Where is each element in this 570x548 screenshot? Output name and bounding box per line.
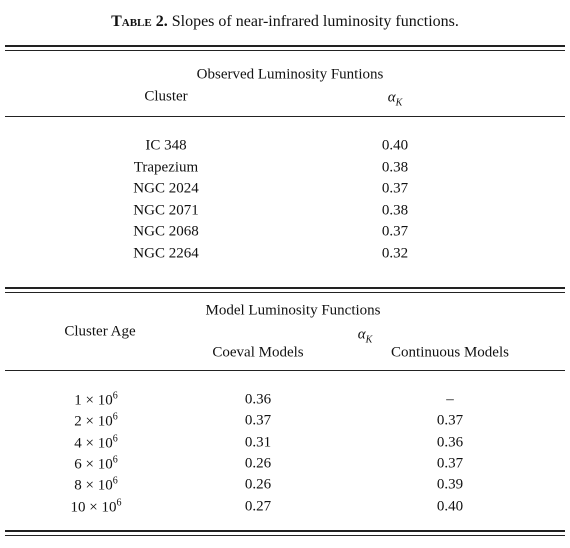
age-exp: 6 bbox=[112, 454, 118, 466]
cluster-name: Trapezium bbox=[133, 159, 199, 176]
alpha-value: 0.32 bbox=[381, 245, 409, 262]
continuous-value: 0.37 bbox=[436, 455, 464, 472]
coeval-value: 0.26 bbox=[244, 476, 272, 493]
rule bbox=[5, 116, 565, 117]
alpha-value: 0.37 bbox=[381, 223, 409, 240]
age-base: 2 × 10 bbox=[74, 413, 113, 430]
age-exp: 6 bbox=[112, 475, 118, 487]
continuous-value: 0.40 bbox=[436, 498, 464, 514]
cluster-name: NGC 2264 bbox=[133, 245, 199, 262]
continuous-value: – bbox=[446, 391, 454, 408]
rule bbox=[5, 45, 565, 47]
section-heading: Model Luminosity Functions bbox=[205, 302, 381, 319]
alpha-value: 0.37 bbox=[381, 180, 409, 197]
coeval-value: 0.37 bbox=[244, 412, 272, 429]
continuous-value: 0.39 bbox=[436, 476, 464, 493]
alpha-value: 0.38 bbox=[381, 159, 409, 176]
rule bbox=[5, 287, 565, 289]
column-header: Cluster Age bbox=[64, 323, 136, 340]
age-base: 6 × 10 bbox=[74, 456, 113, 473]
rule bbox=[5, 535, 565, 536]
column-header: Continuous Models bbox=[391, 344, 509, 361]
column-header: Cluster bbox=[144, 88, 188, 105]
age-base: 1 × 10 bbox=[74, 392, 113, 409]
age-exp: 6 bbox=[116, 497, 122, 508]
age-base: 4 × 10 bbox=[74, 435, 113, 452]
age-exp: 6 bbox=[112, 390, 118, 402]
cluster-name: NGC 2068 bbox=[133, 223, 199, 240]
coeval-value: 0.27 bbox=[244, 498, 272, 514]
age-base: 10 × 10 bbox=[70, 499, 117, 515]
column-header: αK bbox=[388, 90, 403, 109]
cluster-name: IC 348 bbox=[145, 137, 187, 154]
table-caption: Table 2. Slopes of near-infrared luminos… bbox=[111, 13, 459, 31]
alpha-sub: K bbox=[365, 334, 373, 346]
alpha-value: 0.40 bbox=[381, 137, 409, 154]
cluster-age: 1 × 106 bbox=[74, 391, 117, 410]
cluster-name: NGC 2071 bbox=[133, 202, 199, 219]
alpha: α bbox=[357, 326, 366, 343]
rule bbox=[5, 292, 565, 293]
rule bbox=[5, 370, 565, 371]
coeval-value: 0.26 bbox=[244, 455, 272, 472]
cluster-age: 6 × 106 bbox=[74, 454, 117, 473]
continuous-value: 0.36 bbox=[436, 434, 464, 451]
age-base: 8 × 10 bbox=[74, 477, 113, 494]
continuous-value: 0.37 bbox=[436, 412, 464, 429]
alpha-value: 0.38 bbox=[381, 202, 409, 219]
coeval-value: 0.31 bbox=[244, 434, 272, 451]
table-title: Slopes of near-infrared luminosity funct… bbox=[171, 13, 459, 30]
cluster-age: 2 × 106 bbox=[74, 412, 117, 431]
column-header: Coeval Models bbox=[212, 344, 304, 361]
alpha: α bbox=[387, 89, 396, 106]
rule bbox=[5, 530, 565, 532]
column-header: αK bbox=[358, 327, 373, 346]
alpha-sub: K bbox=[395, 97, 403, 109]
age-exp: 6 bbox=[112, 411, 118, 423]
cluster-name: NGC 2024 bbox=[133, 180, 199, 197]
section-heading: Observed Luminosity Funtions bbox=[196, 66, 384, 83]
age-exp: 6 bbox=[112, 433, 118, 445]
coeval-value: 0.36 bbox=[244, 391, 272, 408]
cluster-age: 10 × 106 bbox=[71, 497, 122, 516]
cluster-age: 8 × 106 bbox=[74, 476, 117, 495]
cluster-age: 4 × 106 bbox=[74, 433, 117, 452]
table-label: Table 2. bbox=[111, 13, 168, 30]
rule bbox=[5, 50, 565, 51]
